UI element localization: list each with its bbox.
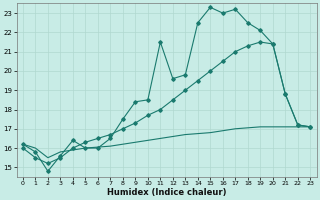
X-axis label: Humidex (Indice chaleur): Humidex (Indice chaleur) — [107, 188, 226, 197]
